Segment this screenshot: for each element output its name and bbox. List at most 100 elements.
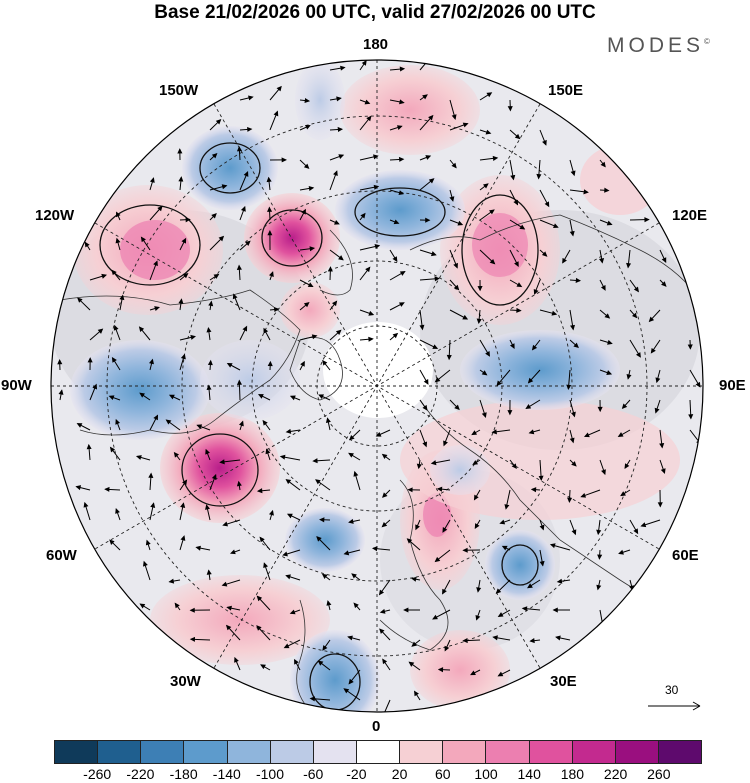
brand-logo: MODES©	[607, 34, 710, 58]
wind-vector-head	[285, 428, 292, 434]
lon-label-120w: 120W	[35, 207, 75, 224]
wind-vector-head	[514, 261, 519, 268]
wind-vector-head	[481, 370, 488, 376]
wind-vector-head	[507, 410, 513, 416]
wind-vector-head	[336, 96, 342, 102]
wind-vector-head	[419, 324, 425, 331]
wind-vector-head	[115, 418, 121, 425]
wind-vector-head	[393, 219, 400, 225]
wind-vector-head	[600, 284, 606, 291]
wind-vector-head	[301, 208, 306, 215]
wind-vector-head	[392, 332, 399, 339]
wind-vector-head	[531, 344, 538, 351]
wind-vector-head	[368, 310, 375, 316]
wind-vector-head	[190, 334, 197, 340]
wind-vector-head	[462, 637, 468, 644]
wind-vector-head	[562, 257, 567, 264]
map-title: Base 21/02/2026 00 UTC, valid 27/02/2026…	[154, 2, 596, 23]
wind-vector-head	[238, 420, 244, 427]
wind-vector-head	[379, 608, 386, 614]
wind-vector-head	[601, 469, 606, 476]
wind-vector-head	[309, 696, 316, 702]
copyright-mark: ©	[704, 37, 710, 46]
colorbar-swatch	[658, 741, 702, 763]
wind-vector-head	[398, 190, 405, 196]
wind-vector-head	[410, 576, 417, 582]
wind-vector-head	[364, 99, 371, 105]
wind-vector-head	[501, 545, 508, 551]
wind-vector-head	[618, 549, 624, 555]
wind-vector-head	[657, 502, 663, 508]
wind-vector-head	[381, 521, 388, 528]
wind-vector-head	[485, 129, 492, 135]
wind-vector-head	[308, 186, 315, 191]
wind-vector-head	[373, 154, 379, 160]
colorbar-swatch	[55, 741, 99, 763]
wind-vector-head	[318, 394, 324, 400]
wind-vector-head	[256, 625, 262, 631]
wind-vector-head	[392, 256, 398, 263]
wind-vector-head	[436, 486, 443, 492]
wind-vector-head	[347, 635, 353, 641]
wind-vector-head	[101, 273, 107, 279]
wind-vector-head	[311, 334, 318, 340]
wind-vector-head	[556, 578, 563, 584]
colorbar-swatch	[443, 741, 487, 763]
wind-vector-head	[268, 271, 274, 277]
wind-vector-head	[422, 404, 428, 411]
wind-vector-head	[343, 688, 350, 694]
wind-vector-head	[219, 459, 225, 465]
wind-vector-head	[148, 472, 154, 478]
wind-vector-head	[222, 521, 229, 527]
colorbar-swatch	[98, 741, 142, 763]
wind-vector-head	[267, 360, 273, 367]
colorbar-swatch	[529, 741, 573, 763]
wind-vector-head	[528, 429, 535, 435]
wind-vector-head	[597, 406, 603, 413]
colorbar-swatch	[486, 741, 530, 763]
wind-vector-head	[365, 266, 371, 273]
wind-vector-head	[399, 66, 406, 72]
wind-vector-head	[211, 153, 218, 159]
colorbar-tick-label: 220	[603, 766, 628, 782]
wind-vector-head	[492, 635, 498, 641]
wind-vector-head	[109, 446, 116, 453]
lon-label-30w: 30W	[170, 673, 201, 690]
wind-vector-head	[381, 453, 388, 460]
wind-vector-head	[236, 264, 242, 270]
reference-vector-arrow-icon	[648, 701, 701, 711]
wind-vector-head	[573, 342, 579, 349]
wind-vector-head	[430, 460, 437, 466]
wind-vector-head	[575, 277, 582, 283]
wind-vector-head	[474, 523, 480, 529]
wind-vector-head	[371, 546, 378, 552]
colorbar-tick-label: -60	[303, 766, 324, 782]
wind-vector-head	[182, 272, 189, 279]
wind-vector-head	[457, 220, 464, 226]
wind-vector-head	[195, 545, 201, 551]
wind-vector-head	[331, 300, 338, 307]
wind-vector-head	[382, 711, 387, 712]
wind-vector-head	[273, 306, 280, 313]
reference-vector-value: 30	[665, 683, 679, 697]
wind-vector-head	[343, 550, 350, 556]
colorbar-swatch	[141, 741, 185, 763]
wind-vector-head	[207, 359, 213, 366]
lon-label-0: 0	[372, 718, 381, 735]
anomaly-positive-atlantic	[150, 575, 330, 665]
wind-vector-head	[189, 636, 196, 642]
wind-vector-head	[660, 468, 666, 474]
lon-label-60w: 60W	[46, 547, 77, 564]
wind-vector-head	[245, 240, 251, 247]
wind-vector-head	[530, 487, 537, 493]
colorbar	[54, 740, 702, 764]
wind-vector-head	[57, 358, 63, 365]
wind-vector-head	[477, 285, 483, 292]
wind-vector-head	[379, 628, 385, 634]
wind-vector-head	[206, 384, 212, 390]
wind-vector-head	[374, 244, 381, 249]
wind-vector-head	[338, 255, 344, 261]
wind-vector-head	[180, 502, 186, 508]
wind-vector-head	[205, 504, 210, 510]
wind-vector-head	[143, 560, 148, 567]
